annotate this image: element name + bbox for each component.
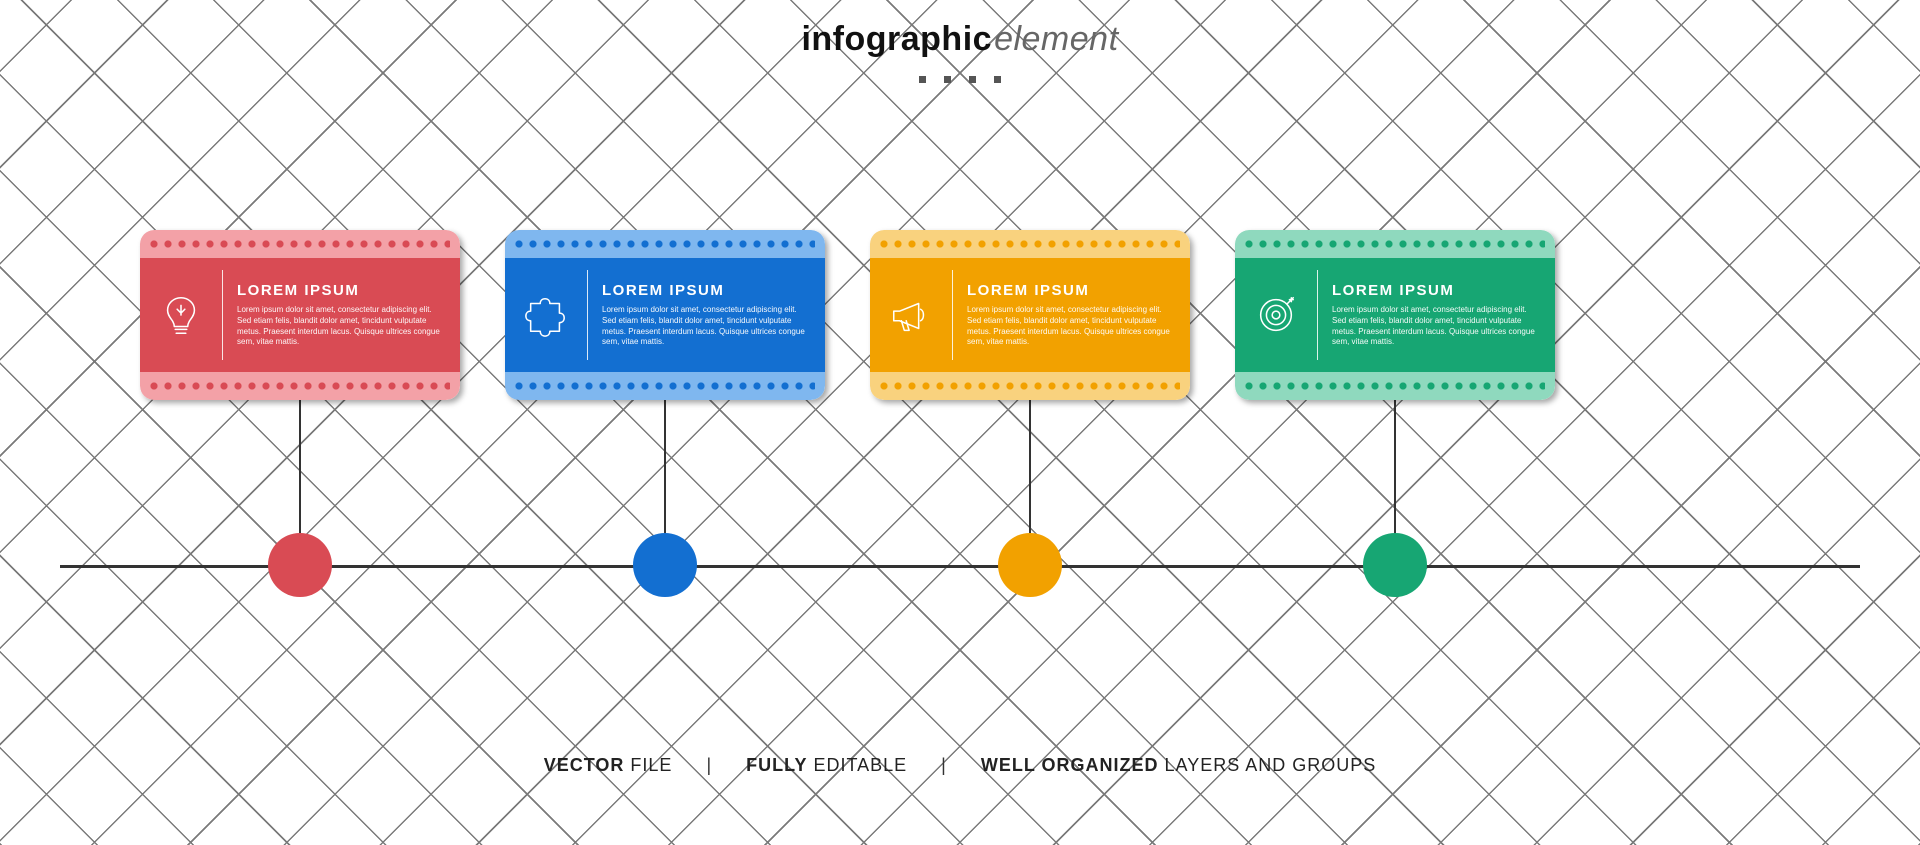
card-edge-bottom bbox=[870, 372, 1190, 400]
title-light: element bbox=[994, 20, 1118, 58]
card-body: Lorem ipsum dolor sit amet, consectetur … bbox=[602, 305, 813, 348]
card-edge-dots bbox=[150, 382, 450, 390]
card-edge-dots bbox=[515, 240, 815, 248]
step-card: LOREM IPSUM Lorem ipsum dolor sit amet, c… bbox=[140, 230, 460, 400]
card-edge-top bbox=[140, 230, 460, 258]
card-edge-dots bbox=[880, 240, 1180, 248]
timeline-node bbox=[998, 533, 1062, 597]
title-dot bbox=[919, 76, 926, 83]
card-edge-dots bbox=[880, 382, 1180, 390]
step-card: LOREM IPSUM Lorem ipsum dolor sit amet, c… bbox=[505, 230, 825, 400]
title-dot bbox=[994, 76, 1001, 83]
card-text: LOREM IPSUM Lorem ipsum dolor sit amet, c… bbox=[1318, 282, 1555, 348]
timeline-node bbox=[1363, 533, 1427, 597]
card-edge-dots bbox=[515, 382, 815, 390]
step-card: LOREM IPSUM Lorem ipsum dolor sit amet, c… bbox=[870, 230, 1190, 400]
card-title: LOREM IPSUM bbox=[967, 282, 1178, 299]
card-edge-top bbox=[870, 230, 1190, 258]
card-body: Lorem ipsum dolor sit amet, consectetur … bbox=[237, 305, 448, 348]
card-text: LOREM IPSUM Lorem ipsum dolor sit amet, c… bbox=[588, 282, 825, 348]
card-title: LOREM IPSUM bbox=[237, 282, 448, 299]
card-edge-top bbox=[1235, 230, 1555, 258]
card-title: LOREM IPSUM bbox=[602, 282, 813, 299]
target-icon bbox=[1235, 292, 1317, 338]
card-title: LOREM IPSUM bbox=[1332, 282, 1543, 299]
card-edge-dots bbox=[1245, 240, 1545, 248]
card-edge-bottom bbox=[505, 372, 825, 400]
lightbulb-icon bbox=[140, 292, 222, 338]
connector-line bbox=[664, 400, 666, 533]
title-bold: infographic bbox=[801, 20, 992, 58]
timeline-node bbox=[268, 533, 332, 597]
card-core: LOREM IPSUM Lorem ipsum dolor sit amet, c… bbox=[1235, 258, 1555, 372]
connector-line bbox=[1029, 400, 1031, 533]
card-text: LOREM IPSUM Lorem ipsum dolor sit amet, c… bbox=[953, 282, 1190, 348]
card-body: Lorem ipsum dolor sit amet, consectetur … bbox=[1332, 305, 1543, 348]
page-title: infographicelement bbox=[0, 20, 1920, 59]
footer-caption: VECTOR FILE|FULLY EDITABLE|WELL ORGANIZE… bbox=[0, 755, 1920, 776]
title-dot bbox=[944, 76, 951, 83]
card-edge-bottom bbox=[140, 372, 460, 400]
card-edge-dots bbox=[150, 240, 450, 248]
title-dot bbox=[969, 76, 976, 83]
megaphone-icon bbox=[870, 292, 952, 338]
card-core: LOREM IPSUM Lorem ipsum dolor sit amet, c… bbox=[870, 258, 1190, 372]
infographic-stage: infographicelement LOREM IPSUM Lorem ipsu… bbox=[0, 0, 1920, 845]
card-edge-bottom bbox=[1235, 372, 1555, 400]
step-card: LOREM IPSUM Lorem ipsum dolor sit amet, c… bbox=[1235, 230, 1555, 400]
timeline-node bbox=[633, 533, 697, 597]
connector-line bbox=[1394, 400, 1396, 533]
card-edge-dots bbox=[1245, 382, 1545, 390]
card-core: LOREM IPSUM Lorem ipsum dolor sit amet, c… bbox=[140, 258, 460, 372]
connector-line bbox=[299, 400, 301, 533]
card-body: Lorem ipsum dolor sit amet, consectetur … bbox=[967, 305, 1178, 348]
card-edge-top bbox=[505, 230, 825, 258]
title-dot-row bbox=[0, 70, 1920, 88]
puzzle-icon bbox=[505, 292, 587, 338]
card-core: LOREM IPSUM Lorem ipsum dolor sit amet, c… bbox=[505, 258, 825, 372]
card-text: LOREM IPSUM Lorem ipsum dolor sit amet, c… bbox=[223, 282, 460, 348]
